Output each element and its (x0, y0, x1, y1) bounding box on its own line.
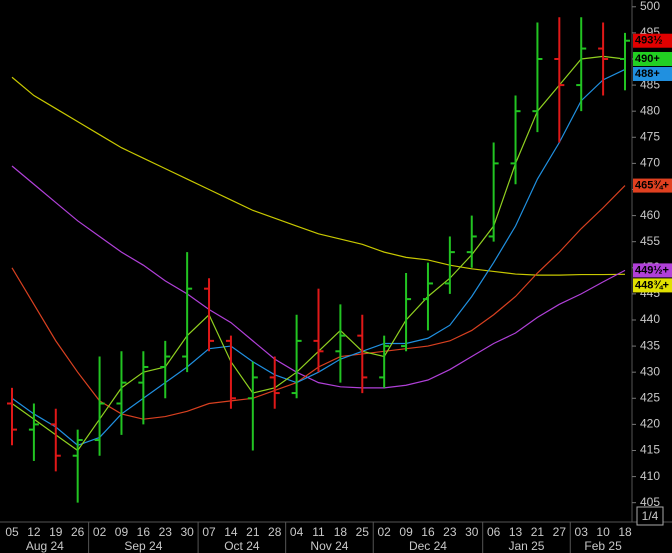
x-tick-label: 28 (268, 525, 282, 539)
x-tick-label: 07 (202, 525, 216, 539)
y-tick-label: 435 (640, 338, 660, 352)
x-tick-label: 27 (553, 525, 567, 539)
x-tick-label: 10 (596, 525, 610, 539)
month-label: Aug 24 (26, 539, 64, 553)
month-label: Oct 24 (224, 539, 260, 553)
x-tick-label: 14 (224, 525, 238, 539)
x-tick-label: 21 (246, 525, 260, 539)
y-tick-label: 475 (640, 129, 660, 143)
x-tick-label: 09 (399, 525, 413, 539)
y-tick-label: 410 (640, 469, 660, 483)
y-tick-label: 440 (640, 312, 660, 326)
x-tick-label: 23 (159, 525, 173, 539)
x-tick-label: 12 (27, 525, 41, 539)
month-label: Sep 24 (124, 539, 162, 553)
x-tick-label: 04 (290, 525, 304, 539)
price-tag-label: 490+ (635, 53, 660, 65)
price-tag-label: 465¾+ (635, 179, 669, 191)
price-tag (633, 278, 672, 293)
price-tag (633, 51, 672, 66)
x-tick-label: 11 (312, 525, 325, 539)
corner-label: 1/4 (642, 509, 659, 523)
month-label: Jan 25 (508, 539, 544, 553)
x-tick-label: 13 (509, 525, 523, 539)
x-tick-label: 30 (465, 525, 479, 539)
y-tick-label: 430 (640, 364, 660, 378)
x-tick-label: 19 (49, 525, 63, 539)
moving-average-line (11, 76, 626, 276)
x-tick-label: 18 (334, 525, 348, 539)
x-tick-label: 25 (356, 525, 370, 539)
y-tick-label: 470 (640, 156, 660, 170)
y-tick-label: 460 (640, 208, 660, 222)
x-tick-label: 23 (443, 525, 457, 539)
price-tag (633, 33, 672, 48)
price-tag-label: 448¾+ (635, 279, 669, 291)
corner-box (636, 506, 664, 526)
month-label: Nov 24 (310, 539, 348, 553)
x-tick-label: 02 (377, 525, 391, 539)
price-tag-label: 493½ (635, 35, 663, 47)
month-label: Dec 24 (409, 539, 447, 553)
price-tag (633, 263, 672, 278)
y-tick-label: 500 (640, 0, 660, 13)
price-tag (633, 66, 672, 81)
y-tick-label: 415 (640, 443, 660, 457)
x-tick-label: 05 (5, 525, 19, 539)
y-tick-label: 405 (640, 495, 660, 509)
x-tick-label: 30 (180, 525, 194, 539)
x-tick-label: 18 (618, 525, 632, 539)
x-tick-label: 06 (487, 525, 501, 539)
price-tag-label: 449½+ (635, 264, 669, 276)
y-tick-label: 420 (640, 417, 660, 431)
x-tick-label: 26 (71, 525, 85, 539)
x-tick-label: 02 (93, 525, 107, 539)
price-tag-label: 488+ (635, 68, 660, 80)
price-tag (633, 178, 672, 193)
y-tick-label: 425 (640, 390, 660, 404)
x-tick-label: 16 (421, 525, 435, 539)
x-tick-label: 21 (531, 525, 545, 539)
y-tick-label: 455 (640, 234, 660, 248)
moving-average-line (11, 165, 626, 389)
y-tick-label: 480 (640, 103, 660, 117)
x-tick-label: 09 (115, 525, 129, 539)
x-tick-label: 16 (137, 525, 151, 539)
month-label: Feb 25 (584, 539, 622, 553)
x-tick-label: 03 (575, 525, 589, 539)
